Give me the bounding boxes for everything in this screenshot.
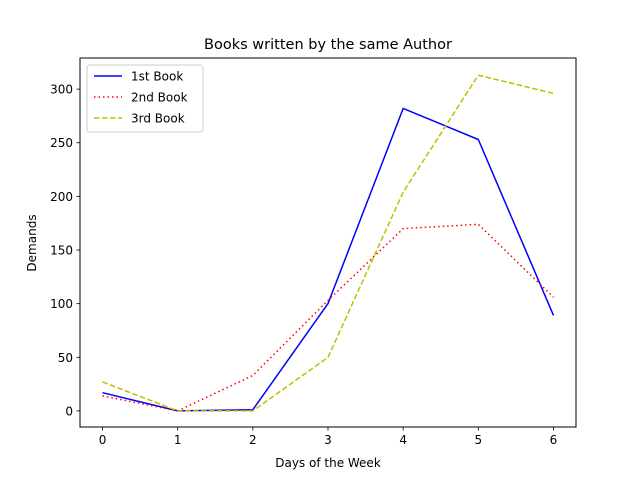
- x-tick-label: 6: [550, 433, 558, 447]
- x-tick-label: 1: [174, 433, 182, 447]
- y-tick-label: 300: [50, 83, 73, 97]
- plot-frame: [79, 57, 577, 428]
- y-axis-label: Demands: [25, 214, 39, 271]
- legend: 1st Book 2nd Book 3rd Book: [86, 64, 204, 133]
- series-lines: [102, 74, 555, 412]
- y-tick-label: 250: [50, 136, 73, 150]
- y-tick-label: 0: [65, 404, 73, 418]
- x-tick-label: 2: [249, 433, 257, 447]
- x-tick-label: 0: [99, 433, 107, 447]
- y-tick-label: 150: [50, 244, 73, 258]
- x-axis-label: Days of the Week: [275, 456, 381, 470]
- x-axis-ticks: 0 1 2 3 4 5 6: [99, 427, 558, 447]
- legend-label-1: 1st Book: [131, 70, 183, 84]
- legend-box: [86, 64, 204, 133]
- x-tick-label: 3: [324, 433, 332, 447]
- x-tick-label: 5: [474, 433, 482, 447]
- legend-label-2: 2nd Book: [131, 91, 188, 105]
- legend-label-3: 3rd Book: [131, 112, 185, 126]
- series-line-3: [102, 74, 554, 412]
- x-tick-label: 4: [399, 433, 407, 447]
- y-tick-label: 50: [58, 351, 73, 365]
- y-tick-label: 100: [50, 297, 73, 311]
- chart-title: Books written by the same Author: [204, 37, 452, 53]
- y-tick-label: 200: [50, 190, 73, 204]
- y-axis-ticks: 0 50 100 150 200 250 300: [50, 83, 80, 418]
